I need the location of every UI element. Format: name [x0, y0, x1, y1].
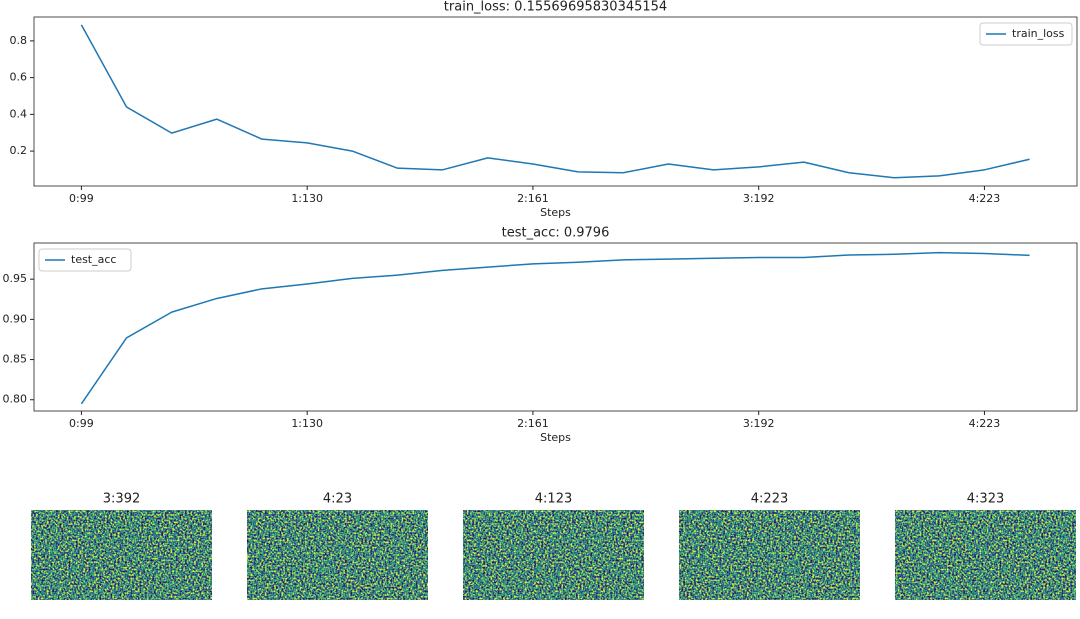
image-panel — [679, 510, 860, 600]
image-title: 4:223 — [751, 492, 788, 507]
image-panel — [31, 510, 212, 600]
y-tick-label: 0.95 — [3, 272, 28, 285]
image-title: 4:123 — [535, 492, 572, 507]
y-tick-label: 0.85 — [3, 353, 28, 366]
axes-frame — [33, 16, 1078, 187]
image-panel — [895, 510, 1076, 600]
y-tick-label: 0.8 — [10, 34, 28, 47]
x-tick-label: 1:130 — [291, 192, 323, 205]
y-tick-label: 0.6 — [10, 71, 28, 84]
x-tick-label: 0:99 — [69, 192, 94, 205]
x-axis-label: Steps — [540, 206, 571, 219]
y-tick-label: 0.80 — [3, 393, 28, 406]
x-tick-label: 3:192 — [743, 192, 775, 205]
legend-label: test_acc — [71, 253, 116, 266]
legend-box — [38, 248, 132, 272]
legend-label: train_loss — [1012, 27, 1065, 40]
x-tick-label: 2:161 — [517, 417, 549, 430]
x-tick-label: 0:99 — [69, 417, 94, 430]
image-panel — [247, 510, 428, 600]
x-axis-label: Steps — [540, 431, 571, 444]
axes-frame — [33, 242, 1078, 412]
chart-title: train_loss: 0.15569695830345154 — [444, 0, 667, 15]
x-tick-label: 4:223 — [969, 417, 1001, 430]
x-tick-label: 3:192 — [743, 417, 775, 430]
y-tick-label: 0.2 — [10, 144, 28, 157]
image-title: 3:392 — [103, 492, 140, 507]
legend-box — [979, 22, 1073, 46]
series-line — [80, 24, 1030, 179]
image-title: 4:323 — [967, 492, 1004, 507]
x-tick-label: 2:161 — [517, 192, 549, 205]
image-panel — [463, 510, 644, 600]
y-tick-label: 0.4 — [10, 107, 28, 120]
y-tick-label: 0.90 — [3, 312, 28, 325]
chart-title: test_acc: 0.9796 — [502, 226, 610, 241]
x-tick-label: 4:223 — [969, 192, 1001, 205]
x-tick-label: 1:130 — [291, 417, 323, 430]
image-title: 4:23 — [323, 492, 352, 507]
series-line — [80, 251, 1030, 405]
